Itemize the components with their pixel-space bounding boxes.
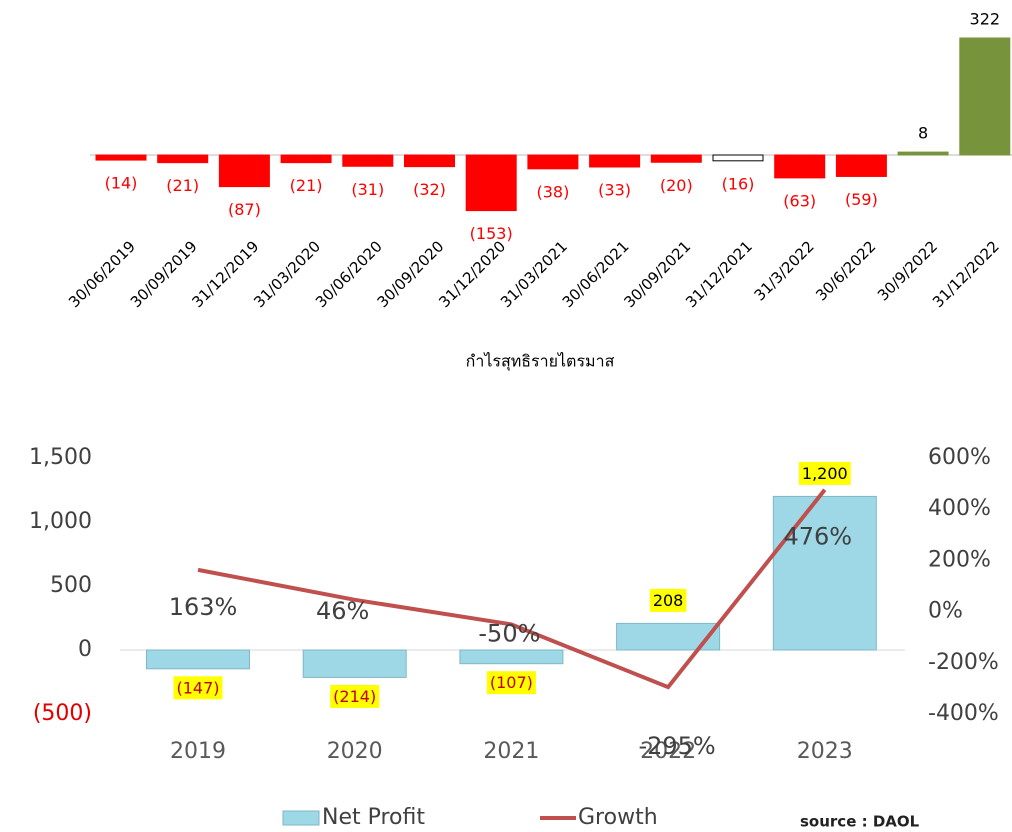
bar [302,649,407,678]
x-tick-label: 2019 [170,739,226,764]
bar [897,151,949,156]
value-label: 322 [970,10,1001,29]
value-label-box [486,671,536,695]
x-tick-label: 31/12/2022 [929,237,1003,311]
bar [527,154,579,170]
legend-label: Growth [578,805,658,830]
value-label: (21) [290,176,323,195]
value-label: 208 [653,591,684,610]
bar [404,154,455,168]
bar [650,154,702,163]
value-label: (38) [536,182,569,201]
value-label: (33) [598,180,631,199]
x-tick-label: 30/6/2022 [812,237,879,304]
growth-label: 163% [169,593,238,621]
bar [835,154,887,177]
bar [95,154,147,161]
value-label: (87) [228,200,261,219]
x-tick-label: 31/3/2022 [751,237,818,304]
value-label: (147) [176,678,219,697]
growth-label: -295% [638,732,715,760]
bar [959,37,1011,156]
value-label-box [798,461,851,485]
legend-label: Net Profit [322,805,425,830]
value-label: 8 [918,124,928,143]
bar [146,649,250,670]
y2-tick-label: 200% [928,547,991,572]
value-label: (214) [333,687,376,706]
y2-tick-label: 0% [928,599,963,624]
x-tick-label: 2020 [327,739,383,764]
value-label: 1,200 [802,464,848,483]
y2-tick-label: 400% [928,496,991,521]
bar [157,154,209,164]
y-tick-label: 500 [50,573,92,598]
value-label: (14) [105,174,138,193]
bar [589,154,641,168]
value-label: (107) [490,673,533,692]
growth-label: 476% [783,523,852,551]
y-tick-label: 0 [78,637,92,662]
value-label-box [330,684,380,708]
y2-tick-label: -200% [928,650,999,675]
x-tick-label: 31/12/2021 [682,237,756,311]
y-tick-label: 1,500 [29,445,92,470]
y2-tick-label: -400% [928,701,999,726]
value-label: (153) [470,224,513,243]
x-tick-label: 2023 [797,739,853,764]
x-tick-label: 2022 [640,739,696,764]
bar [774,154,826,179]
bar [712,154,764,162]
value-label-box [649,588,687,612]
bar [459,649,564,665]
value-label: (63) [783,191,816,210]
value-label: (21) [166,176,199,195]
legend-swatch [282,810,320,826]
bar [280,154,332,164]
source: source : DAOL [800,813,920,831]
bar [218,154,270,188]
x-axis-label: กำไรสุทธิรายไตรมาส [466,352,615,372]
x-tick-label: 2021 [483,739,539,764]
bar [342,154,394,167]
y2-tick-label: 600% [928,445,991,470]
growth-label: -50% [478,619,540,647]
x-tick-label: 30/9/2022 [874,237,941,304]
y-tick-label: (500) [33,701,92,726]
value-label: (16) [722,174,755,193]
value-label: (32) [413,180,446,199]
value-label-box [173,676,223,700]
bar [772,495,877,651]
growth-label: 46% [316,597,369,625]
line [197,488,827,690]
value-label: (31) [351,180,384,199]
value-label: (20) [660,176,693,195]
value-label: (59) [845,190,878,209]
bar [465,154,517,212]
bar [616,622,721,651]
y-tick-label: 1,000 [29,509,92,534]
